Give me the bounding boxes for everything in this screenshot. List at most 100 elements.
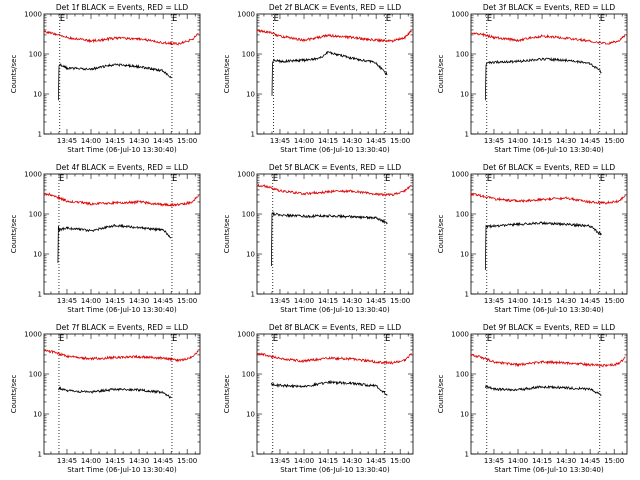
y-axis-label: Counts/sec xyxy=(437,215,445,254)
lld-series-line xyxy=(470,32,626,45)
events-series-line xyxy=(271,211,389,267)
x-tick-label: 13:45 xyxy=(484,137,504,145)
x-tick-label: 13:45 xyxy=(57,137,77,145)
events-series-line xyxy=(484,220,602,270)
marker-label: E xyxy=(486,334,491,344)
x-tick-label: 14:30 xyxy=(556,137,576,145)
detector-panel: Det 9f BLACK = Events, RED = LLD 1 10 100 10… xyxy=(427,320,640,480)
y-tick-label: 1 xyxy=(38,451,42,459)
detector-panel: Det 6f BLACK = Events, RED = LLD 1 10 100 10… xyxy=(427,160,640,320)
x-tick-label: 13:45 xyxy=(57,457,77,465)
plot-frame xyxy=(256,13,414,135)
y-tick-label: 1 xyxy=(38,291,42,299)
y-tick-label: 1000 xyxy=(451,11,469,19)
x-tick-label: 13:45 xyxy=(57,297,77,305)
x-tick-label: 14:15 xyxy=(532,297,552,305)
x-tick-label: 14:45 xyxy=(153,457,173,465)
x-tick-label: 14:00 xyxy=(81,137,101,145)
y-tick-label: 100 xyxy=(455,211,468,219)
y-tick-label: 10 xyxy=(460,91,469,99)
x-tick-label: 14:15 xyxy=(532,137,552,145)
y-tick-label: 100 xyxy=(455,51,468,59)
x-tick-label: 15:00 xyxy=(604,457,624,465)
y-tick-label: 1 xyxy=(464,131,468,139)
chart-title: Det 8f BLACK = Events, RED = LLD xyxy=(269,323,402,332)
x-tick-label: 14:30 xyxy=(342,137,362,145)
lightcurve-chart: Det 3f BLACK = Events, RED = LLD 1 10 100 10… xyxy=(437,3,628,154)
x-tick-label: 15:00 xyxy=(177,457,197,465)
y-tick-label: 10 xyxy=(246,91,255,99)
y-tick-label: 10 xyxy=(460,251,469,259)
x-axis-label: Start Time (06-Jul-10 13:30:40) xyxy=(281,466,391,474)
y-tick-label: 1000 xyxy=(238,171,256,179)
x-tick-label: 14:30 xyxy=(342,457,362,465)
lightcurve-chart: Det 5f BLACK = Events, RED = LLD 1 10 100 10… xyxy=(223,163,414,314)
events-series-line xyxy=(271,379,388,396)
x-tick-label: 15:00 xyxy=(390,457,410,465)
lightcurve-chart: Det 8f BLACK = Events, RED = LLD 1 10 100 10… xyxy=(223,323,414,474)
marker-label: E xyxy=(172,174,177,184)
plot-frame xyxy=(470,333,628,455)
y-axis-label: Counts/sec xyxy=(10,55,18,94)
y-tick-label: 10 xyxy=(460,411,469,419)
x-axis-label: Start Time (06-Jul-10 13:30:40) xyxy=(494,306,604,314)
lightcurve-chart: Det 4f BLACK = Events, RED = LLD 1 10 100 10… xyxy=(10,163,201,314)
chart-title: Det 6f BLACK = Events, RED = LLD xyxy=(483,163,616,172)
x-tick-label: 14:15 xyxy=(105,137,125,145)
x-tick-label: 14:00 xyxy=(508,457,528,465)
y-axis-label: Counts/sec xyxy=(10,375,18,414)
y-tick-label: 1000 xyxy=(451,171,469,179)
y-tick-label: 1000 xyxy=(238,11,256,19)
detector-panel: Det 3f BLACK = Events, RED = LLD 1 10 100 10… xyxy=(427,0,640,160)
chart-title: Det 9f BLACK = Events, RED = LLD xyxy=(483,323,616,332)
y-tick-label: 10 xyxy=(246,251,255,259)
x-tick-label: 14:00 xyxy=(81,457,101,465)
lld-series-line xyxy=(257,183,412,197)
y-tick-label: 1 xyxy=(464,451,468,459)
x-tick-label: 13:45 xyxy=(270,297,290,305)
marker-label: E xyxy=(273,334,278,344)
x-tick-label: 14:00 xyxy=(294,297,314,305)
x-tick-label: 14:45 xyxy=(580,297,600,305)
y-tick-label: 10 xyxy=(33,251,42,259)
x-tick-label: 14:45 xyxy=(366,297,386,305)
x-tick-label: 14:15 xyxy=(105,457,125,465)
lightcurve-chart: Det 1f BLACK = Events, RED = LLD 1 10 100 10… xyxy=(10,3,201,154)
x-axis-label: Start Time (06-Jul-10 13:30:40) xyxy=(494,466,604,474)
marker-label: E xyxy=(486,14,491,24)
y-axis-label: Counts/sec xyxy=(437,375,445,414)
events-series-line xyxy=(271,50,388,96)
y-tick-label: 100 xyxy=(29,51,42,59)
marker-label: E xyxy=(59,334,64,344)
lld-series-line xyxy=(257,29,413,43)
chart-title: Det 5f BLACK = Events, RED = LLD xyxy=(269,163,402,172)
x-tick-label: 15:00 xyxy=(390,297,410,305)
chart-title: Det 7f BLACK = Events, RED = LLD xyxy=(56,323,189,332)
x-axis-label: Start Time (06-Jul-10 13:30:40) xyxy=(281,306,391,314)
detector-panel: Det 1f BLACK = Events, RED = LLD 1 10 100 10… xyxy=(0,0,213,160)
lld-series-line xyxy=(43,349,199,363)
y-axis-label: Counts/sec xyxy=(437,55,445,94)
x-tick-label: 14:45 xyxy=(366,457,386,465)
x-tick-label: 14:45 xyxy=(153,137,173,145)
x-tick-label: 14:45 xyxy=(153,297,173,305)
x-tick-label: 14:30 xyxy=(129,297,149,305)
plot-frame xyxy=(470,173,628,295)
marker-label: E xyxy=(273,174,278,184)
plot-frame xyxy=(43,13,201,135)
x-tick-label: 14:30 xyxy=(556,297,576,305)
y-tick-label: 100 xyxy=(455,371,468,379)
plot-frame xyxy=(43,173,201,295)
detector-panel: Det 8f BLACK = Events, RED = LLD 1 10 100 10… xyxy=(213,320,426,480)
chart-title: Det 4f BLACK = Events, RED = LLD xyxy=(56,163,189,172)
y-tick-label: 1000 xyxy=(24,331,42,339)
y-tick-label: 1 xyxy=(464,291,468,299)
detector-panel: Det 7f BLACK = Events, RED = LLD 1 10 100 10… xyxy=(0,320,213,480)
y-tick-label: 10 xyxy=(33,411,42,419)
y-tick-label: 1 xyxy=(251,291,255,299)
x-tick-label: 14:45 xyxy=(580,137,600,145)
events-series-line xyxy=(58,63,172,101)
detector-panel: Det 4f BLACK = Events, RED = LLD 1 10 100 10… xyxy=(0,160,213,320)
x-axis-label: Start Time (06-Jul-10 13:30:40) xyxy=(67,306,177,314)
